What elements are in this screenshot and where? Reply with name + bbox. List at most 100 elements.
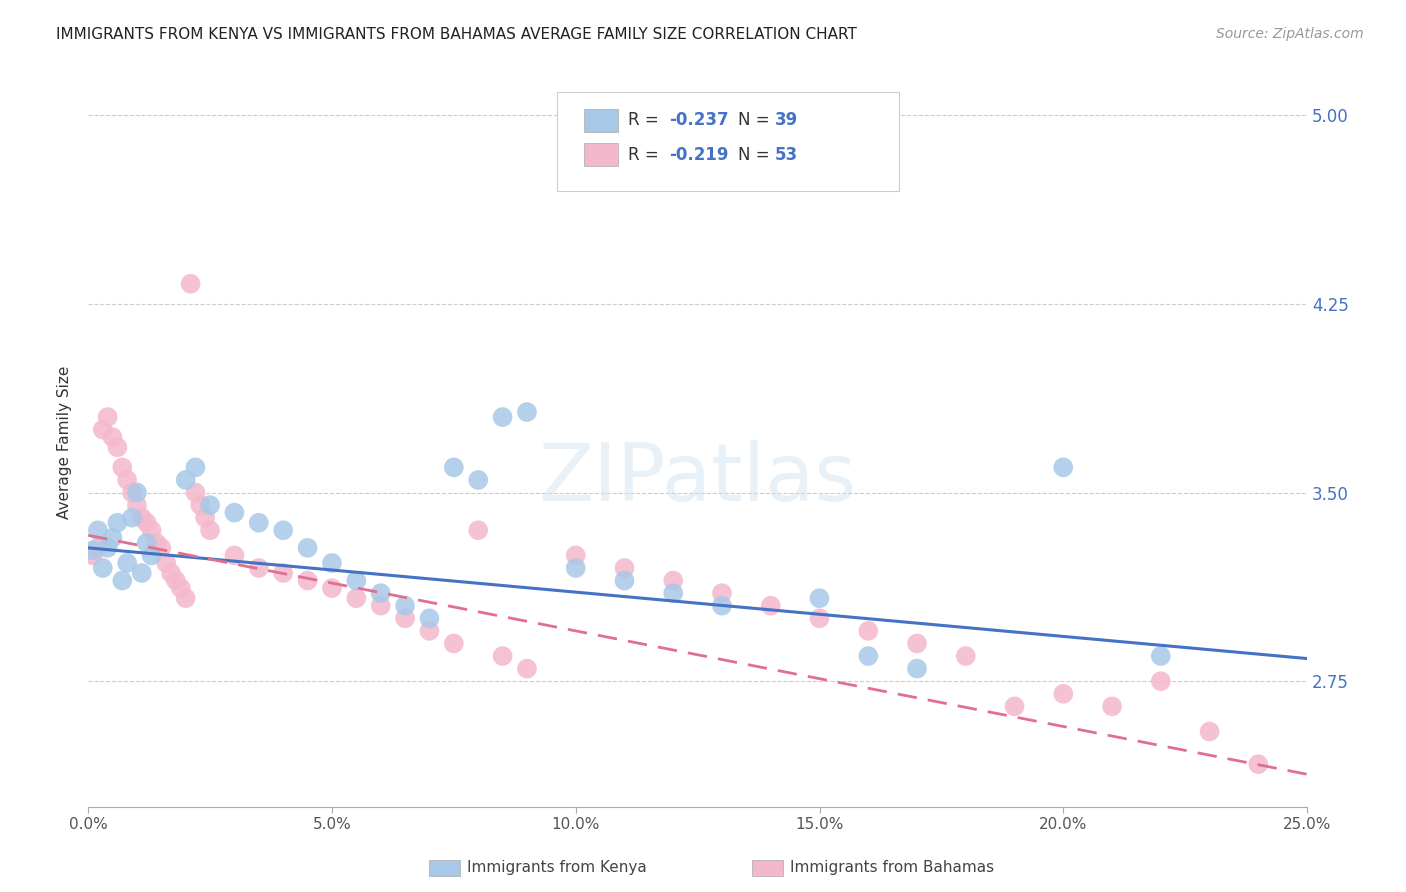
Point [107,440,129,454]
Point [613,561,636,575]
Point [955,648,977,663]
Point [1052,460,1074,475]
Point [155,556,177,570]
Bar [585,109,619,132]
Bar [585,143,619,167]
Point [82,543,104,558]
Point [370,599,392,613]
Text: N =: N = [738,145,775,164]
Point [101,531,124,545]
Point [174,473,197,487]
Point [111,574,134,588]
Text: Source: ZipAtlas.com: Source: ZipAtlas.com [1216,27,1364,41]
Point [224,506,246,520]
Point [1247,757,1270,772]
Point [711,599,734,613]
Point [564,549,586,563]
Point [443,636,465,650]
Text: 53: 53 [775,145,797,164]
Point [121,510,143,524]
Point [198,523,221,537]
Text: 39: 39 [775,112,797,129]
Point [107,516,129,530]
Point [711,586,734,600]
Point [180,277,202,291]
Text: ZIPatlas: ZIPatlas [538,440,856,517]
Point [662,586,685,600]
Point [271,566,294,580]
Point [160,566,183,580]
Point [858,624,880,638]
Point [297,574,319,588]
Point [165,574,187,588]
Point [141,523,163,537]
Point [87,523,110,537]
Point [1150,648,1173,663]
Point [394,611,416,625]
Point [125,485,148,500]
Point [1101,699,1123,714]
Point [418,624,440,638]
Point [125,498,148,512]
Point [564,561,586,575]
Point [344,574,367,588]
Point [224,549,246,563]
Point [808,611,831,625]
Point [101,430,124,444]
Point [184,485,207,500]
Point [516,662,538,676]
Point [1004,699,1026,714]
Point [905,636,928,650]
Point [1247,838,1270,852]
Text: -0.219: -0.219 [669,145,730,164]
Point [145,536,167,550]
Point [135,536,157,550]
Point [491,410,513,425]
Point [443,460,465,475]
Point [467,523,489,537]
Text: IMMIGRANTS FROM KENYA VS IMMIGRANTS FROM BAHAMAS AVERAGE FAMILY SIZE CORRELATION: IMMIGRANTS FROM KENYA VS IMMIGRANTS FROM… [56,27,858,42]
Point [131,566,153,580]
Point [394,599,416,613]
Point [1150,674,1173,689]
Point [170,581,193,595]
Text: R =: R = [628,112,664,129]
Point [344,591,367,606]
Point [418,611,440,625]
FancyBboxPatch shape [557,92,898,191]
Point [1198,724,1220,739]
Point [808,591,831,606]
Text: Immigrants from Kenya: Immigrants from Kenya [467,861,647,875]
Point [87,541,110,555]
Point [759,599,782,613]
Point [1052,687,1074,701]
Text: R =: R = [628,145,664,164]
Text: -0.237: -0.237 [669,112,730,129]
Point [247,561,270,575]
Point [115,473,138,487]
Point [91,561,114,575]
Point [613,574,636,588]
Point [247,516,270,530]
Point [194,510,217,524]
Point [115,556,138,570]
Point [97,410,120,425]
Point [184,460,207,475]
Point [91,423,114,437]
Point [321,581,343,595]
Point [141,549,163,563]
Point [150,541,173,555]
Point [174,591,197,606]
Text: N =: N = [738,112,775,129]
Point [188,498,211,512]
Point [121,485,143,500]
Point [198,498,221,512]
Y-axis label: Average Family Size: Average Family Size [58,366,72,519]
Point [271,523,294,537]
Point [97,541,120,555]
Point [111,460,134,475]
Point [491,648,513,663]
Point [82,549,104,563]
Point [905,662,928,676]
Point [297,541,319,555]
